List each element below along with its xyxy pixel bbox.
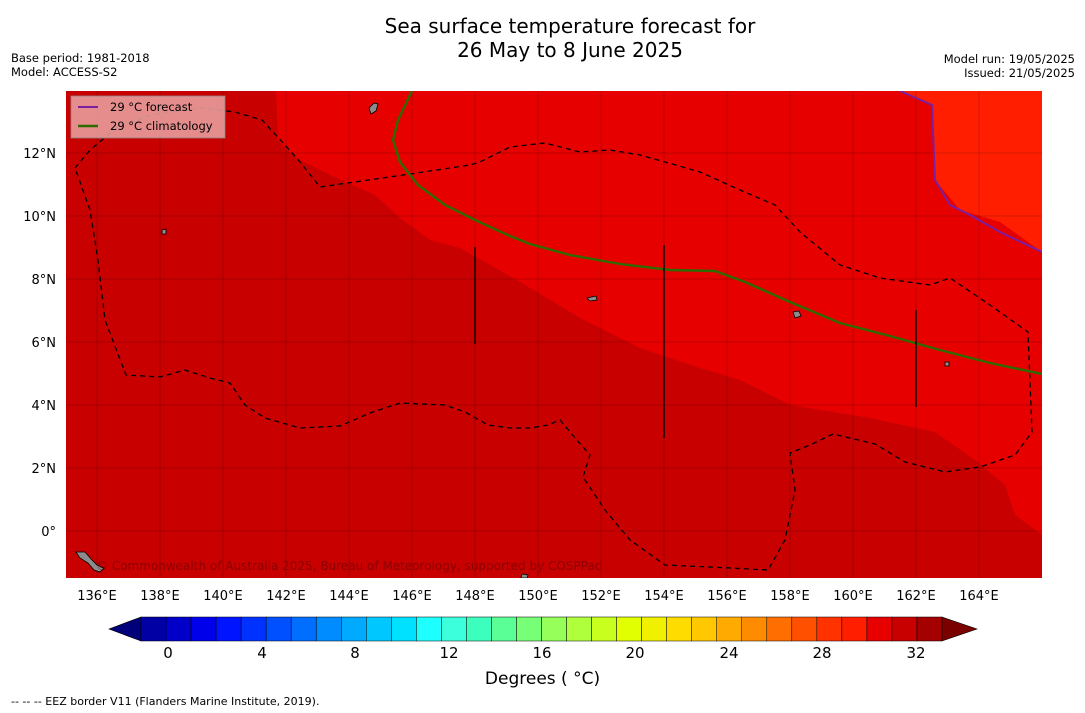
colorbar-ticks: 0 4 8 12 16 20 24 28 32 — [163, 644, 925, 662]
lon-label: 146°E — [392, 589, 432, 604]
colorbar-cell — [816, 616, 843, 642]
colorbar-cell — [366, 616, 392, 642]
sst-field-mid — [276, 91, 1042, 535]
colorbar-min-extension — [108, 616, 142, 642]
lat-label: 6°N — [32, 336, 57, 351]
lon-label: 136°E — [77, 589, 117, 604]
model-text: Model: ACCESS-S2 — [11, 65, 118, 79]
colorbar-cell — [416, 616, 442, 642]
colorbar-cell — [591, 616, 617, 642]
colorbar-cell — [616, 616, 642, 642]
lon-label: 142°E — [266, 589, 306, 604]
colorbar-cell — [741, 616, 768, 642]
lon-axis-labels: 136°E 138°E 140°E 142°E 144°E 146°E 148°… — [77, 589, 999, 604]
colorbar-cell — [866, 616, 893, 642]
legend: 29 °C forecast 29 °C climatology — [70, 95, 226, 139]
right-meta: Model run: 19/05/2025 Issued: 21/05/2025 — [944, 52, 1075, 80]
colorbar-cell — [265, 616, 292, 642]
copyright-watermark: © Commonwealth of Australia 2025, Bureau… — [96, 559, 601, 573]
colorbar-cell — [140, 616, 167, 642]
legend-climatology-label: 29 °C climatology — [110, 119, 213, 133]
colorbar-cell — [566, 616, 592, 642]
lon-label: 152°E — [581, 589, 621, 604]
colorbar-cell — [641, 616, 667, 642]
colorbar-cell — [491, 616, 517, 642]
lat-axis-labels: 12°N 10°N 8°N 6°N 4°N 2°N 0° — [23, 147, 56, 540]
colorbar-cell — [190, 616, 217, 642]
lon-label: 144°E — [329, 589, 369, 604]
colorbar-tick: 8 — [350, 644, 360, 662]
lon-label: 158°E — [770, 589, 810, 604]
lon-label: 160°E — [833, 589, 873, 604]
colorbar-cell — [315, 616, 342, 642]
colorbar-cell — [541, 616, 567, 642]
colorbar-cell — [691, 616, 717, 642]
legend-forecast-label: 29 °C forecast — [110, 100, 193, 114]
vertical-markers — [474, 245, 917, 438]
colorbar-cell — [240, 616, 267, 642]
lon-label: 162°E — [896, 589, 936, 604]
legend-box — [70, 95, 226, 139]
sst-field-warm — [900, 91, 1042, 252]
lat-label: 0° — [41, 525, 56, 540]
lon-label: 150°E — [518, 589, 558, 604]
lat-label: 4°N — [32, 399, 57, 414]
colorbar-max-extension — [941, 616, 978, 642]
lon-label: 148°E — [455, 589, 495, 604]
climatology-29c-line — [391, 91, 1042, 376]
colorbar-tick: 20 — [625, 644, 644, 662]
colorbar-cell — [466, 616, 492, 642]
title-line-1: Sea surface temperature forecast for — [384, 14, 756, 38]
colorbar-cell — [916, 616, 943, 642]
left-meta: Base period: 1981-2018 Model: ACCESS-S2 — [11, 51, 150, 79]
chart-title: Sea surface temperature forecast for 26 … — [0, 14, 1085, 62]
colorbar-cell — [441, 616, 467, 642]
colorbar-cell — [766, 616, 793, 642]
lat-label: 8°N — [32, 273, 57, 288]
colorbar: 0 4 8 12 16 20 24 28 32 — [108, 616, 978, 662]
lon-label: 154°E — [644, 589, 684, 604]
eez-footnote: -- -- -- EEZ border V11 (Flanders Marine… — [11, 695, 320, 708]
islands — [75, 102, 950, 578]
base-period-text: Base period: 1981-2018 — [11, 51, 150, 65]
colorbar-cell — [666, 616, 692, 642]
issued-text: Issued: 21/05/2025 — [964, 66, 1075, 80]
colorbar-tick: 16 — [532, 644, 551, 662]
lat-label: 12°N — [23, 147, 56, 162]
colorbar-cell — [791, 616, 818, 642]
colorbar-cell — [165, 616, 192, 642]
lat-label: 2°N — [32, 462, 57, 477]
lat-label: 10°N — [23, 210, 56, 225]
title-line-2: 26 May to 8 June 2025 — [457, 38, 683, 62]
map-area: © Commonwealth of Australia 2025, Bureau… — [66, 91, 1042, 578]
colorbar-cell — [891, 616, 918, 642]
eez-borders — [74, 107, 1033, 571]
colorbar-cell — [391, 616, 417, 642]
colorbar-tick: 24 — [719, 644, 738, 662]
lon-label: 138°E — [140, 589, 180, 604]
colorbar-cell — [841, 616, 868, 642]
colorbar-tick: 4 — [257, 644, 267, 662]
forecast-29c-line — [899, 91, 1042, 253]
colorbar-tick: 28 — [812, 644, 831, 662]
colorbar-tick: 32 — [906, 644, 925, 662]
lon-label: 140°E — [203, 589, 243, 604]
colorbar-tick: 0 — [163, 644, 173, 662]
lon-label: 156°E — [707, 589, 747, 604]
lon-label: 164°E — [959, 589, 999, 604]
colorbar-cell — [290, 616, 317, 642]
colorbar-cell — [215, 616, 242, 642]
colorbar-tick: 12 — [439, 644, 458, 662]
colorbar-cell — [716, 616, 742, 642]
model-run-text: Model run: 19/05/2025 — [943, 52, 1075, 66]
colorbar-cell — [341, 616, 367, 642]
colorbar-cell — [516, 616, 542, 642]
colorbar-label: Degrees ( °C) — [484, 669, 601, 689]
